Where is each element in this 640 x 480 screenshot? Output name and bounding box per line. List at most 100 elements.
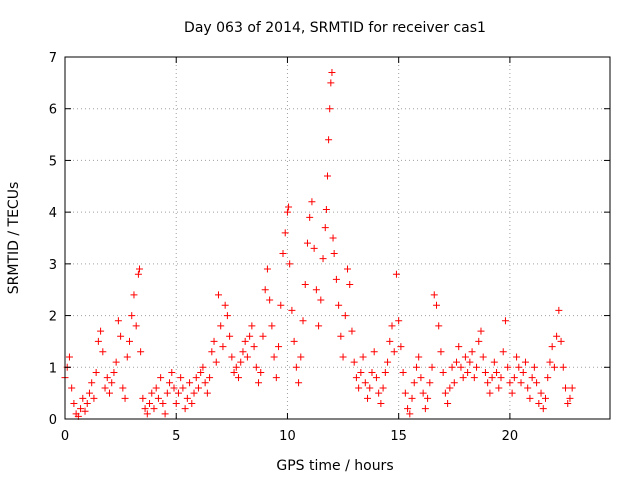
data-point bbox=[228, 353, 236, 361]
grid bbox=[65, 57, 610, 419]
data-point bbox=[497, 374, 505, 382]
data-point bbox=[335, 301, 343, 309]
data-point bbox=[130, 291, 138, 299]
data-point bbox=[123, 353, 131, 361]
data-point bbox=[468, 348, 476, 356]
data-point bbox=[506, 379, 514, 387]
data-point bbox=[528, 374, 536, 382]
data-point bbox=[299, 317, 307, 325]
data-point bbox=[143, 410, 151, 418]
data-point bbox=[541, 394, 549, 402]
data-point bbox=[134, 270, 142, 278]
data-point bbox=[386, 337, 394, 345]
data-point bbox=[417, 374, 425, 382]
data-point bbox=[406, 410, 414, 418]
data-point bbox=[272, 374, 280, 382]
data-point bbox=[230, 368, 238, 376]
data-point bbox=[317, 296, 325, 304]
data-point bbox=[277, 301, 285, 309]
data-point bbox=[539, 405, 547, 413]
data-point bbox=[263, 265, 271, 273]
y-tick-label: 4 bbox=[49, 206, 57, 221]
data-point bbox=[377, 399, 385, 407]
data-point bbox=[237, 358, 245, 366]
data-point bbox=[295, 379, 303, 387]
data-point bbox=[221, 301, 229, 309]
data-point bbox=[101, 384, 109, 392]
data-point bbox=[568, 384, 576, 392]
data-point bbox=[99, 348, 107, 356]
data-point bbox=[308, 198, 316, 206]
data-point bbox=[186, 379, 194, 387]
data-point bbox=[192, 374, 200, 382]
data-point bbox=[544, 374, 552, 382]
data-point bbox=[477, 327, 485, 335]
data-point bbox=[290, 337, 298, 345]
data-point bbox=[199, 363, 207, 371]
data-point bbox=[126, 337, 134, 345]
data-point bbox=[515, 363, 523, 371]
y-tick-label: 7 bbox=[49, 51, 57, 66]
data-point bbox=[450, 379, 458, 387]
data-point bbox=[246, 332, 254, 340]
data-point bbox=[201, 379, 209, 387]
data-point bbox=[285, 203, 293, 211]
data-point bbox=[559, 363, 567, 371]
data-point bbox=[136, 265, 144, 273]
plot-frame bbox=[64, 56, 611, 420]
data-point bbox=[366, 384, 374, 392]
data-point bbox=[97, 327, 105, 335]
data-point bbox=[488, 374, 496, 382]
data-point bbox=[77, 405, 85, 413]
y-tick-label: 0 bbox=[49, 413, 57, 428]
data-point bbox=[108, 379, 116, 387]
data-point bbox=[194, 384, 202, 392]
data-point bbox=[197, 368, 205, 376]
data-point bbox=[212, 358, 220, 366]
data-point bbox=[81, 407, 89, 415]
data-point bbox=[226, 332, 234, 340]
data-point bbox=[501, 317, 509, 325]
data-point bbox=[446, 384, 454, 392]
data-point bbox=[188, 399, 196, 407]
y-tick-label: 3 bbox=[49, 258, 57, 273]
data-point bbox=[521, 358, 529, 366]
data-point bbox=[177, 374, 185, 382]
data-point bbox=[288, 306, 296, 314]
data-point bbox=[533, 379, 541, 387]
data-point bbox=[301, 281, 309, 289]
data-point bbox=[219, 343, 227, 351]
data-point bbox=[139, 394, 147, 402]
data-point bbox=[495, 384, 503, 392]
data-point bbox=[550, 363, 558, 371]
data-point bbox=[475, 337, 483, 345]
data-point bbox=[312, 286, 320, 294]
data-point bbox=[337, 332, 345, 340]
data-point bbox=[172, 399, 180, 407]
data-point bbox=[255, 379, 263, 387]
data-point bbox=[323, 172, 331, 180]
data-point bbox=[484, 379, 492, 387]
data-point bbox=[348, 327, 356, 335]
data-point bbox=[526, 394, 534, 402]
data-point bbox=[161, 410, 169, 418]
data-point bbox=[163, 389, 171, 397]
data-point bbox=[259, 332, 267, 340]
data-point bbox=[470, 374, 478, 382]
y-tick-label: 5 bbox=[49, 154, 57, 169]
data-point bbox=[159, 399, 167, 407]
data-point bbox=[329, 234, 337, 242]
data-point bbox=[388, 322, 396, 330]
data-point bbox=[479, 353, 487, 361]
data-point bbox=[146, 399, 154, 407]
data-point bbox=[152, 384, 160, 392]
data-point bbox=[419, 389, 427, 397]
data-point bbox=[370, 348, 378, 356]
data-point bbox=[426, 379, 434, 387]
axis-ticks: 0 1 2 3 4 5 6 7 0 5 10 15 20 bbox=[49, 51, 610, 444]
data-point bbox=[530, 363, 538, 371]
data-point bbox=[381, 368, 389, 376]
data-point bbox=[566, 394, 574, 402]
data-point bbox=[392, 270, 400, 278]
